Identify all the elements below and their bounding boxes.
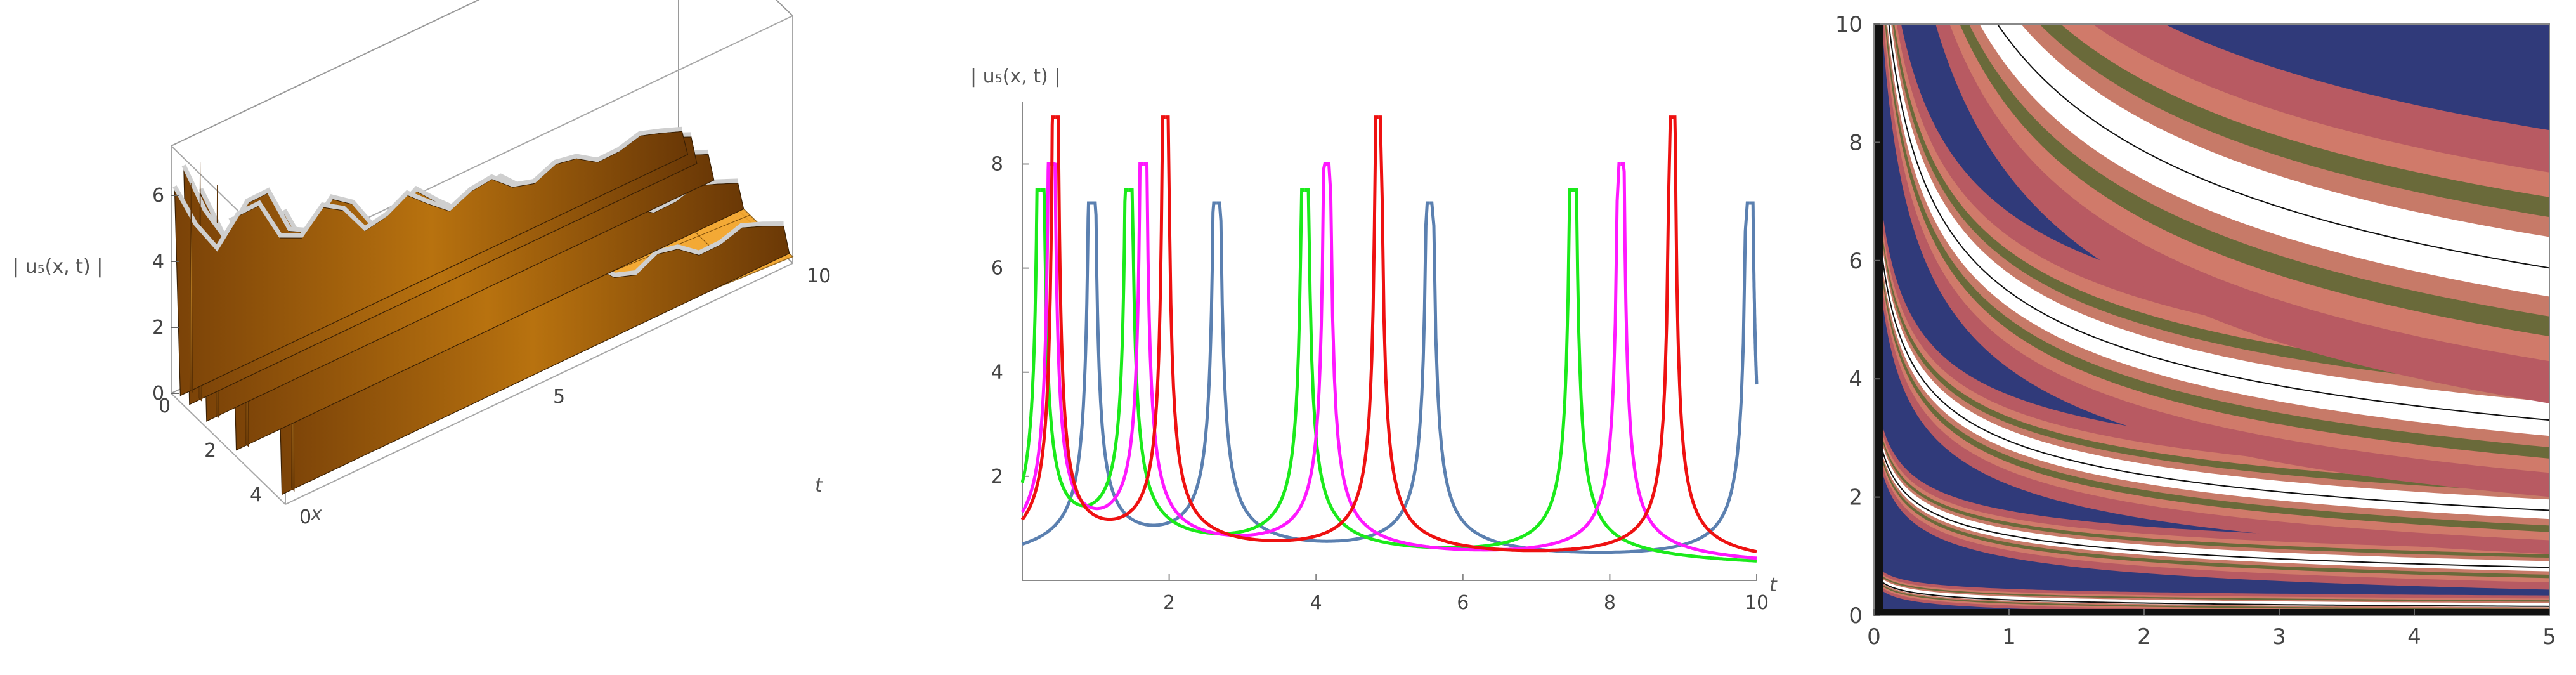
series-line — [1620, 162, 1757, 560]
x-tick-label: 6 — [1457, 592, 1469, 614]
x-tick-label: 4 — [2407, 624, 2421, 650]
x-tick-label: 4 — [1310, 592, 1322, 614]
series-line — [1055, 115, 1166, 521]
contour-edge-bottom — [1874, 609, 2549, 615]
x-tick-label: 0 — [1867, 624, 1881, 650]
x-tick-label: 4 — [250, 484, 262, 506]
box-edge — [285, 15, 793, 258]
x-tick-label: 2 — [2137, 624, 2151, 650]
x-tick-label: 3 — [2272, 624, 2286, 650]
contour-plot-area — [1874, 24, 2549, 615]
z-tick-label: 6 — [152, 185, 164, 207]
series-line — [1378, 115, 1672, 553]
line-chart-panel: 2 4 6 8 2 4 6 8 10 | u₅(x, t) | t — [951, 0, 1788, 672]
z-axis-label: | u₅(x, t) | — [13, 256, 103, 278]
contour-line — [1875, 413, 2549, 568]
y-tick-label: 10 — [1835, 12, 1863, 37]
series-line — [1020, 162, 1052, 513]
series-group — [1020, 115, 1757, 554]
y-axis-label: | u₅(x, t) | — [970, 65, 1060, 88]
contour-line — [1996, 24, 2549, 269]
x-tick-label: 8 — [1604, 592, 1616, 614]
z-tick-label: 2 — [152, 317, 164, 339]
x-tick-label: 1 — [2002, 624, 2016, 650]
contour-band — [1886, 24, 2549, 447]
series-line — [1216, 201, 1430, 543]
box-edge — [285, 263, 793, 505]
series-line — [1128, 188, 1305, 535]
x-axis-label: t — [1769, 574, 1778, 596]
y-tick-label: 6 — [1849, 249, 1863, 274]
y-tick-label: 2 — [1849, 485, 1863, 511]
series-line — [1020, 188, 1041, 483]
series-line — [1304, 188, 1573, 549]
contour-line — [1875, 574, 2549, 607]
contour-band — [1875, 571, 2549, 608]
surface-spike — [189, 182, 193, 393]
line-chart: 2 4 6 8 2 4 6 8 10 | u₅(x, t) | t — [970, 65, 1778, 614]
contour-line — [1888, 24, 2549, 421]
y-tick-label: 2 — [991, 466, 1003, 488]
z-tick-label: 4 — [152, 251, 164, 273]
surface-ridge-crest — [172, 126, 682, 252]
surface-3d-chart: 0 2 4 6 0 2 4 0 5 10 | u₅(x, t) | x t — [13, 0, 831, 528]
contour-band — [1885, 24, 2549, 459]
contour-axes: 0 1 2 3 4 5 0 2 4 6 8 10 — [1835, 12, 2556, 650]
contour-frame — [1873, 23, 2550, 616]
contour-band — [1887, 24, 2549, 436]
z-tick-label: 0 — [152, 383, 164, 405]
x-tick-label: 2 — [204, 440, 216, 462]
y-tick-label: 8 — [1849, 130, 1863, 155]
x-tick-label: 2 — [1163, 592, 1175, 614]
contour-panel: 0 1 2 3 4 5 0 2 4 6 8 10 — [1801, 0, 2576, 672]
series-line — [1020, 115, 1056, 521]
x-axis-label: x — [310, 503, 322, 525]
series-line — [1051, 162, 1144, 511]
x-tick-label: 5 — [2542, 624, 2556, 650]
series-line — [1672, 115, 1757, 554]
t-tick-label: 5 — [553, 386, 565, 408]
y-tick-label: 6 — [991, 258, 1003, 280]
y-tick-label: 4 — [1849, 367, 1863, 392]
x-tick-label: 0 — [159, 395, 171, 417]
y-tick-label: 4 — [991, 362, 1003, 384]
series-line — [1749, 201, 1759, 385]
line-series — [1020, 115, 1759, 563]
series-line — [1022, 201, 1092, 546]
t-tick-label: 10 — [807, 265, 831, 287]
contour-line — [1875, 178, 2549, 511]
series-line — [1573, 188, 1757, 563]
contour-edge-left — [1874, 24, 1883, 615]
t-tick-label: 0 — [299, 506, 311, 528]
axis-ticks-3d: 0 2 4 6 0 2 4 0 5 10 — [152, 185, 831, 528]
line-axes: 2 4 6 8 2 4 6 8 10 — [991, 102, 1769, 614]
series-line — [1165, 115, 1379, 542]
surface-ridges — [172, 126, 794, 495]
surface-3d-panel: 0 2 4 6 0 2 4 0 5 10 | u₅(x, t) | x t — [0, 0, 939, 672]
box-edge — [171, 393, 286, 505]
contour-band — [1875, 403, 2549, 575]
x-tick-label: 10 — [1745, 592, 1769, 614]
box-edge — [775, 0, 793, 16]
series-group — [1022, 201, 1759, 554]
series-line — [1327, 162, 1621, 552]
box-edge — [171, 0, 480, 147]
y-tick-label: 0 — [1849, 603, 1863, 629]
t-axis-label: t — [815, 475, 823, 497]
series-line — [1429, 201, 1750, 554]
series-group — [1020, 188, 1757, 563]
y-tick-label: 8 — [991, 153, 1003, 175]
series-line — [1092, 201, 1217, 527]
contour-band — [1979, 24, 2549, 297]
contour-chart: 0 1 2 3 4 5 0 2 4 6 8 10 — [1835, 12, 2556, 650]
